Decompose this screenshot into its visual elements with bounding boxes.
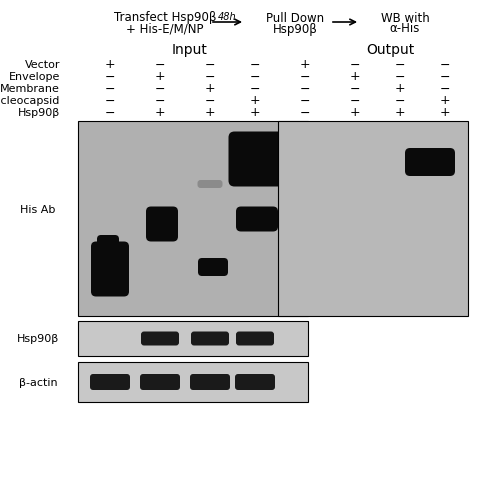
- Text: Hsp90β: Hsp90β: [17, 334, 59, 344]
- Text: +: +: [350, 70, 360, 83]
- Text: Input: Input: [172, 43, 208, 57]
- Text: −: −: [300, 70, 310, 83]
- FancyBboxPatch shape: [236, 332, 274, 346]
- Text: +: +: [204, 106, 216, 119]
- Text: +: +: [394, 106, 406, 119]
- Text: Hsp90β: Hsp90β: [272, 22, 318, 35]
- Text: Transfect Hsp90β: Transfect Hsp90β: [114, 12, 216, 25]
- FancyBboxPatch shape: [146, 207, 178, 242]
- Text: His Ab: His Ab: [20, 205, 56, 214]
- Text: α-His: α-His: [390, 22, 420, 35]
- Text: −: −: [105, 106, 115, 119]
- Text: +: +: [104, 59, 116, 71]
- Text: −: −: [105, 94, 115, 107]
- FancyBboxPatch shape: [140, 374, 180, 390]
- FancyBboxPatch shape: [235, 374, 275, 390]
- Text: Hsp90β: Hsp90β: [18, 108, 60, 118]
- FancyBboxPatch shape: [91, 242, 129, 297]
- Text: −: −: [205, 59, 215, 71]
- Text: −: −: [395, 59, 405, 71]
- Text: −: −: [205, 70, 215, 83]
- FancyBboxPatch shape: [90, 374, 130, 390]
- FancyBboxPatch shape: [97, 236, 119, 254]
- Text: −: −: [440, 59, 450, 71]
- Text: −: −: [250, 59, 260, 71]
- Text: −: −: [250, 70, 260, 83]
- Text: −: −: [395, 70, 405, 83]
- Text: −: −: [350, 94, 360, 107]
- Text: +: +: [300, 59, 310, 71]
- Text: −: −: [105, 82, 115, 95]
- FancyBboxPatch shape: [190, 374, 230, 390]
- Text: +: +: [154, 106, 166, 119]
- FancyBboxPatch shape: [405, 149, 455, 177]
- Text: −: −: [105, 70, 115, 83]
- Text: −: −: [205, 94, 215, 107]
- Text: +: +: [394, 82, 406, 95]
- Text: + His-E/M/NP: + His-E/M/NP: [126, 22, 204, 35]
- FancyBboxPatch shape: [198, 258, 228, 276]
- FancyBboxPatch shape: [141, 332, 179, 346]
- Text: −: −: [350, 59, 360, 71]
- Text: −: −: [440, 82, 450, 95]
- Text: Membrane: Membrane: [0, 84, 60, 94]
- Text: −: −: [155, 59, 165, 71]
- Text: −: −: [300, 94, 310, 107]
- Text: β-actin: β-actin: [18, 377, 58, 387]
- FancyBboxPatch shape: [191, 332, 229, 346]
- Text: 48h: 48h: [218, 12, 236, 22]
- Text: −: −: [350, 82, 360, 95]
- Text: −: −: [155, 94, 165, 107]
- FancyBboxPatch shape: [198, 181, 222, 189]
- Text: +: +: [350, 106, 360, 119]
- Text: +: +: [250, 106, 260, 119]
- Text: +: +: [154, 70, 166, 83]
- Text: +: +: [440, 106, 450, 119]
- FancyBboxPatch shape: [78, 362, 308, 402]
- Text: Vector: Vector: [24, 60, 60, 70]
- Text: +: +: [440, 94, 450, 107]
- Text: −: −: [155, 82, 165, 95]
- Text: Output: Output: [366, 43, 414, 57]
- Text: +: +: [250, 94, 260, 107]
- FancyBboxPatch shape: [78, 321, 308, 356]
- Text: Envelope: Envelope: [8, 72, 60, 82]
- Text: +: +: [204, 82, 216, 95]
- Text: −: −: [300, 82, 310, 95]
- Text: Nucleocapsid: Nucleocapsid: [0, 96, 60, 106]
- FancyBboxPatch shape: [228, 132, 283, 187]
- Text: −: −: [250, 82, 260, 95]
- FancyBboxPatch shape: [278, 122, 468, 317]
- FancyBboxPatch shape: [78, 122, 308, 317]
- FancyBboxPatch shape: [236, 207, 278, 232]
- Text: Pull Down: Pull Down: [266, 12, 324, 25]
- Text: −: −: [300, 106, 310, 119]
- Text: WB with: WB with: [380, 12, 430, 25]
- Text: −: −: [395, 94, 405, 107]
- Text: −: −: [440, 70, 450, 83]
